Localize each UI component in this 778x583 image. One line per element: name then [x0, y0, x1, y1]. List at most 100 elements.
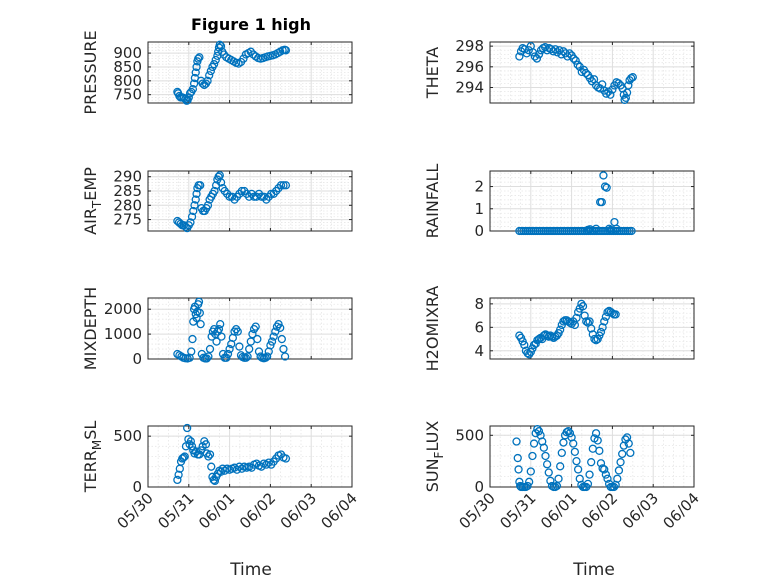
data-point [587, 324, 596, 333]
data-point [210, 186, 219, 196]
data-point [530, 52, 540, 61]
data-point [262, 352, 272, 361]
data-point [557, 448, 566, 458]
data-point [233, 327, 242, 336]
axes-frame [489, 297, 695, 360]
data-point [192, 62, 201, 72]
y-axis-label: H2OMIXRA [423, 286, 442, 372]
data-point [215, 40, 224, 49]
data-point [606, 225, 615, 235]
axes-frame [489, 41, 695, 104]
data-point [196, 319, 205, 329]
subplot-2: 294 296 298 THETA [423, 37, 695, 105]
data-point [235, 342, 244, 351]
axes-frame [489, 425, 695, 488]
y-tick-label: 290 [113, 168, 142, 186]
y-tick-label: 6 [474, 318, 484, 336]
data-point [237, 464, 246, 473]
data-point [587, 458, 596, 467]
data-point [191, 195, 200, 204]
data-point [210, 476, 220, 486]
x-tick-label: 06/01 [537, 489, 580, 532]
data-point [205, 71, 214, 80]
data-point [569, 439, 578, 448]
data-point [178, 454, 187, 463]
data-point [582, 317, 591, 326]
y-tick-label: 8 [474, 295, 484, 313]
data-point [544, 468, 553, 477]
data-point [606, 90, 615, 99]
y-tick-label: 0 [474, 222, 484, 240]
data-point [596, 327, 606, 337]
y-tick-label: 750 [113, 86, 142, 104]
y-axis-label: SUNFLUX [423, 421, 446, 493]
y-tick-label: 2000 [104, 300, 142, 318]
data-point [188, 84, 198, 94]
data-point [611, 310, 620, 319]
data-point [627, 74, 636, 83]
data-point [520, 340, 529, 350]
data-point [628, 73, 637, 82]
data-point [248, 329, 257, 339]
data-point [188, 334, 197, 344]
x-tick-label: 06/01 [195, 489, 238, 532]
data-point [609, 482, 619, 492]
data-point [243, 352, 252, 361]
data-point [581, 68, 591, 78]
data-point [203, 201, 213, 210]
data-point [279, 181, 288, 190]
data-point [513, 453, 522, 463]
figure-title: Figure 1 high [191, 15, 311, 34]
data-point [251, 322, 260, 331]
y-tick-label: 0 [132, 478, 142, 496]
data-point [179, 453, 188, 462]
x-tick-label: 06/03 [619, 489, 662, 532]
data-point [216, 42, 226, 51]
data-point [591, 224, 601, 233]
data-point [241, 353, 251, 362]
data-point [602, 89, 611, 98]
y-tick-label: 294 [455, 78, 484, 96]
subplot-4: 0 1 2 RAINFALL [423, 164, 695, 240]
data-point [596, 459, 606, 468]
data-point [546, 476, 555, 485]
data-point [515, 52, 524, 61]
x-tick-label: 06/02 [578, 489, 621, 532]
y-tick-label: 800 [113, 72, 142, 90]
data-point [191, 68, 200, 77]
y-axis-label: RAINFALL [423, 164, 442, 239]
data-point [593, 436, 602, 445]
data-point [532, 54, 542, 63]
y-axis-label: TERRMSL [81, 421, 104, 494]
data-point [595, 446, 604, 455]
y-tick-label: 280 [113, 196, 142, 214]
data-point [274, 319, 283, 329]
data-point [279, 344, 288, 354]
x-axis-label-left: Time [229, 560, 272, 580]
data-point [204, 452, 213, 461]
data-point [585, 470, 594, 479]
data-point [583, 479, 593, 489]
data-point [612, 224, 621, 233]
data-point [194, 54, 203, 63]
data-point [239, 54, 248, 63]
data-point [598, 464, 607, 473]
subplot-8: 050005/3005/3106/0106/0206/0306/04SUNFLU… [423, 421, 703, 533]
data-point [603, 474, 612, 483]
data-point [600, 182, 610, 191]
data-point [525, 477, 534, 486]
data-point [281, 181, 291, 190]
data-point [556, 325, 565, 334]
data-point [573, 60, 582, 69]
axes-frame [147, 170, 353, 232]
data-point [195, 308, 204, 318]
plot-area [147, 170, 353, 232]
data-point [599, 171, 608, 180]
data-point [173, 475, 182, 485]
y-tick-label: 296 [455, 58, 484, 76]
data-point [598, 323, 607, 332]
data-point [569, 54, 578, 63]
data-point [573, 465, 583, 474]
data-point [204, 352, 213, 361]
